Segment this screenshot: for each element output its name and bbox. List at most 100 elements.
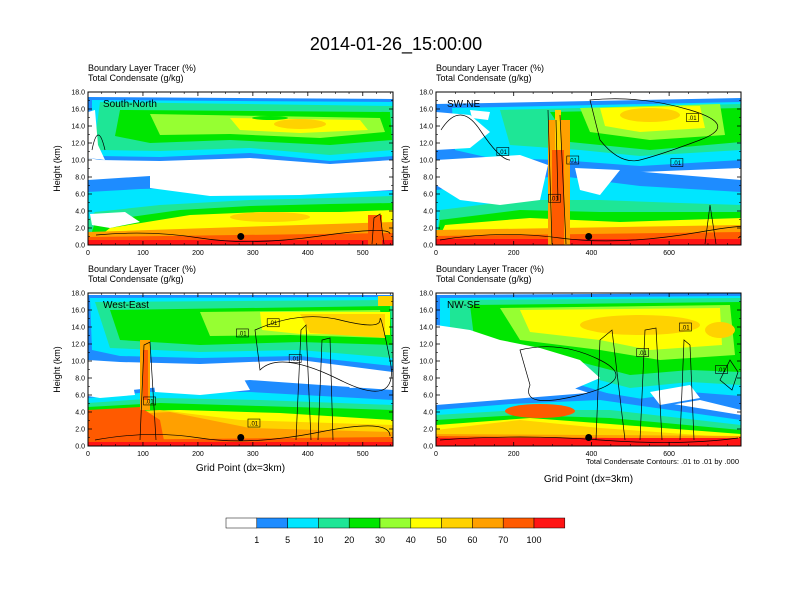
contour-label-box: [679, 322, 692, 332]
contour-label: .01: [688, 116, 697, 122]
axis-ticks: 0.0 2.0 4.0 6.0 8.0 10.0 12.0 14.0 16.0 18.0 0 100 2…: [71, 90, 393, 257]
y-tick-label: 4.0: [75, 410, 85, 417]
y-tick-label: 2.0: [75, 226, 85, 233]
y-tick-label: 0.0: [423, 243, 433, 250]
y-tick-label: 6.0: [75, 393, 85, 400]
heatmap-field: [88, 293, 393, 446]
colorbar-label: 30: [375, 535, 385, 545]
y-tick-label: 4.0: [75, 209, 85, 216]
colorbar-label: 5: [285, 535, 290, 545]
y-tick-label: 14.0: [71, 124, 85, 131]
x-tick-label: 300: [247, 250, 259, 257]
panel-header-line2: Total Condensate (g/kg): [436, 73, 532, 83]
panel-south-north: Boundary Layer Tracer (%) Total Condensa…: [52, 63, 394, 257]
location-marker: [237, 434, 245, 441]
colorbar-swatch: [287, 517, 319, 529]
x-tick-label: 200: [192, 451, 204, 458]
axis-ticks: 0.0 2.0 4.0 6.0 8.0 10.0 12.0 14.0 16.0 18.0 0 200 4…: [419, 291, 741, 458]
contour-label: .01: [639, 351, 648, 357]
colorbar-label: 1: [254, 535, 259, 545]
panel-header-line2: Total Condensate (g/kg): [436, 274, 532, 284]
x-tick-label: 400: [302, 451, 314, 458]
contour-label: .01: [145, 399, 154, 405]
colorbar-label: 50: [437, 535, 447, 545]
y-tick-label: 16.0: [71, 308, 85, 315]
colorbar-swatch: [410, 517, 442, 529]
contour-label: .01: [569, 158, 578, 164]
panel-header-line2: Total Condensate (g/kg): [88, 73, 184, 83]
panel-name: NW-SE: [447, 300, 480, 311]
panel-name: West-East: [103, 300, 149, 311]
x-tick-label: 100: [137, 250, 149, 257]
y-tick-label: 6.0: [423, 393, 433, 400]
contour-label: .01: [250, 421, 259, 427]
location-marker: [585, 233, 593, 240]
x-tick-label: 100: [137, 451, 149, 458]
contour-label-box: [496, 147, 510, 156]
y-axis-label: Height (km): [400, 145, 410, 192]
x-tick-label: 400: [586, 250, 598, 257]
x-tick-label: 600: [663, 250, 675, 257]
colorbar-label: 70: [498, 535, 508, 545]
colorbar-swatch: [256, 517, 288, 529]
panel-header-line1: Boundary Layer Tracer (%): [436, 264, 544, 274]
contour-label-box: [670, 158, 684, 167]
y-tick-label: 12.0: [419, 141, 433, 148]
colorbar: 1 5 10 20 30 40 50 60 70 100: [225, 517, 566, 545]
y-tick-label: 12.0: [419, 342, 433, 349]
contour-label-box: [288, 354, 302, 363]
y-tick-label: 8.0: [75, 175, 85, 182]
heatmap-field: [88, 92, 393, 245]
panel-sw-ne: Boundary Layer Tracer (%) Total Condensa…: [400, 63, 742, 257]
y-tick-label: 4.0: [423, 209, 433, 216]
contour-label: .01: [238, 331, 247, 337]
colorbar-swatch: [318, 517, 350, 529]
y-tick-label: 16.0: [419, 107, 433, 114]
x-tick-label: 600: [663, 451, 675, 458]
y-tick-label: 12.0: [71, 141, 85, 148]
panel-nw-se: Boundary Layer Tracer (%) Total Condensa…: [400, 264, 742, 485]
contour-labels: .01 .01 .01 .01 .01: [496, 113, 699, 203]
contour-label-box: [548, 193, 561, 203]
y-axis-label: Height (km): [400, 346, 410, 393]
y-axis-label: Height (km): [52, 346, 62, 393]
contour-label-box: [715, 365, 728, 374]
y-tick-label: 18.0: [419, 291, 433, 298]
colorbar-label: 10: [313, 535, 323, 545]
y-tick-label: 4.0: [423, 410, 433, 417]
y-tick-label: 8.0: [423, 175, 433, 182]
x-tick-label: 200: [508, 451, 520, 458]
x-tick-label: 500: [357, 451, 369, 458]
y-tick-label: 10.0: [419, 158, 433, 165]
panel-header-line2: Total Condensate (g/kg): [88, 274, 184, 284]
y-tick-label: 6.0: [423, 192, 433, 199]
colorbar-swatch: [225, 517, 258, 529]
x-tick-label: 0: [86, 250, 90, 257]
panel-west-east: Boundary Layer Tracer (%) Total Condensa…: [52, 264, 394, 474]
contour-label-box: [636, 348, 650, 357]
contour-labels: .01 .01 .01: [636, 322, 728, 374]
y-tick-label: 16.0: [419, 308, 433, 315]
colorbar-swatch: [379, 517, 412, 529]
y-tick-label: 18.0: [419, 90, 433, 97]
contour-label: .01: [681, 325, 690, 331]
figure-title: 2014-01-26_15:00:00: [310, 34, 482, 55]
y-tick-label: 6.0: [75, 192, 85, 199]
x-tick-label: 200: [192, 250, 204, 257]
panel-name: SW-NE: [447, 99, 480, 110]
y-axis-label: Height (km): [52, 145, 62, 192]
x-axis-label: Grid Point (dx=3km): [544, 474, 633, 485]
contour-label: .01: [717, 368, 726, 374]
x-axis-label: Grid Point (dx=3km): [196, 463, 285, 474]
colorbar-label: 40: [406, 535, 416, 545]
contour-labels: .01 .01 .01 .01 .01: [143, 318, 302, 427]
contour-label-box: [566, 155, 580, 165]
x-tick-label: 400: [586, 451, 598, 458]
contour-note: Total Condensate Contours: .01 to .01 by…: [586, 457, 739, 466]
contour-label: .01: [269, 321, 278, 327]
colorbar-label: 60: [467, 535, 477, 545]
y-tick-label: 10.0: [419, 359, 433, 366]
colorbar-swatch: [441, 517, 473, 529]
contour-label: .01: [499, 150, 508, 156]
contour-label: .01: [291, 357, 300, 363]
